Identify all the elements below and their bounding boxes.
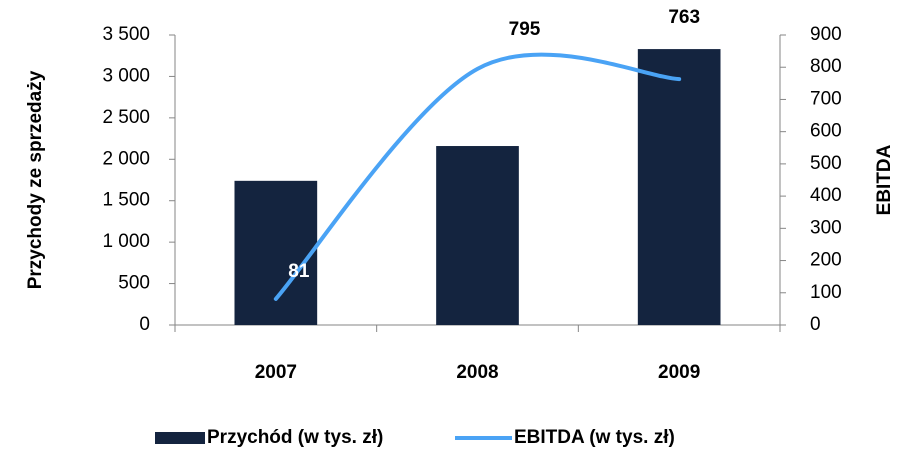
y2-tick-label: 600 (810, 121, 842, 142)
y-tick-label: 3 500 (102, 24, 150, 45)
y-tick-label: 500 (118, 273, 150, 294)
x-tick-label: 2008 (456, 362, 498, 383)
y2-tick-label: 200 (810, 250, 842, 271)
y-tick-label: 3 000 (102, 65, 150, 86)
y2-axis-title: EBITDA (874, 144, 895, 215)
data-label: 81 (288, 261, 310, 282)
y2-tick-label: 900 (810, 24, 842, 45)
y-tick-label: 1 500 (102, 190, 150, 211)
y-tick-label: 2 000 (102, 148, 150, 169)
y2-tick-label: 0 (810, 314, 821, 335)
bar (436, 146, 519, 325)
legend-swatch (155, 432, 205, 444)
y-axis-title: Przychody ze sprzedaży (25, 70, 46, 289)
legend-label: Przychód (w tys. zł) (207, 427, 383, 448)
y2-tick-label: 300 (810, 217, 842, 238)
data-label: 795 (509, 19, 541, 40)
line (273, 52, 682, 301)
y-tick-label: 0 (139, 314, 150, 335)
y-tick-label: 1 000 (102, 231, 150, 252)
y-tick-label: 2 500 (102, 107, 150, 128)
legend-label: EBITDA (w tys. zł) (514, 427, 675, 448)
y2-tick-label: 100 (810, 282, 842, 303)
y2-tick-label: 500 (810, 153, 842, 174)
y2-tick-label: 700 (810, 88, 842, 109)
bar (637, 49, 721, 325)
x-tick-label: 2009 (658, 362, 700, 383)
y2-tick-label: 800 (810, 56, 842, 77)
data-label: 763 (668, 7, 700, 28)
x-tick-label: 2007 (255, 362, 297, 383)
y2-tick-label: 400 (810, 185, 842, 206)
bar (234, 180, 318, 325)
